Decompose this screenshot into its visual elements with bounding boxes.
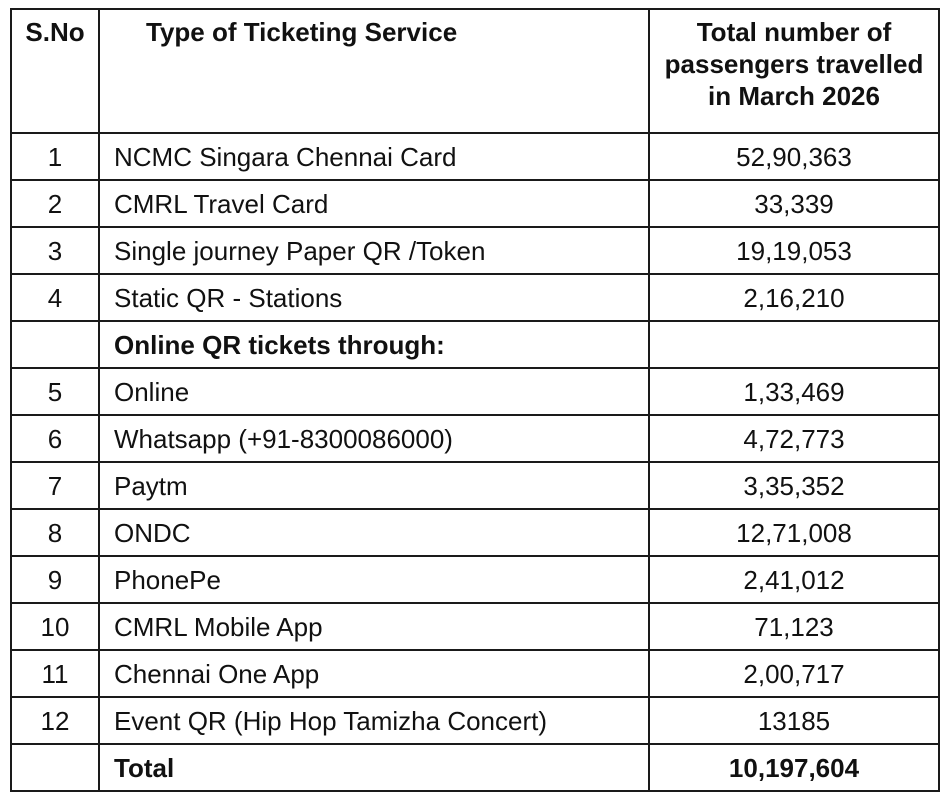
- row-type: Static QR - Stations: [98, 273, 650, 322]
- row-sno: 5: [10, 367, 100, 416]
- table-body: 1 NCMC Singara Chennai Card 52,90,363 2 …: [10, 132, 940, 792]
- table-row: 7 Paytm 3,35,352: [10, 461, 940, 510]
- row-type: NCMC Singara Chennai Card: [98, 132, 650, 181]
- row-sno: 7: [10, 461, 100, 510]
- row-type: ONDC: [98, 508, 650, 557]
- header-total: Total number of passengers travelled in …: [648, 8, 940, 134]
- row-total: 19,19,053: [648, 226, 940, 275]
- ticketing-service-table: S.No Type of Ticketing Service Total num…: [10, 8, 940, 792]
- row-sno: 12: [10, 696, 100, 745]
- section-label: Online QR tickets through:: [98, 320, 650, 369]
- table-row: 10 CMRL Mobile App 71,123: [10, 602, 940, 651]
- row-type: PhonePe: [98, 555, 650, 604]
- header-total-line3: in March 2026: [708, 81, 880, 111]
- row-sno: 10: [10, 602, 100, 651]
- section-header-row: Online QR tickets through:: [10, 320, 940, 369]
- row-total: 71,123: [648, 602, 940, 651]
- row-type: Whatsapp (+91-8300086000): [98, 414, 650, 463]
- row-sno: 8: [10, 508, 100, 557]
- table-row: 3 Single journey Paper QR /Token 19,19,0…: [10, 226, 940, 275]
- row-total: 2,00,717: [648, 649, 940, 698]
- row-type: Chennai One App: [98, 649, 650, 698]
- header-sno: S.No: [10, 8, 100, 134]
- table-row: 6 Whatsapp (+91-8300086000) 4,72,773: [10, 414, 940, 463]
- header-type: Type of Ticketing Service: [98, 8, 650, 134]
- row-sno: [10, 320, 100, 369]
- row-total: 3,35,352: [648, 461, 940, 510]
- row-total: 1,33,469: [648, 367, 940, 416]
- total-row: Total 10,197,604: [10, 743, 940, 792]
- table-row: 4 Static QR - Stations 2,16,210: [10, 273, 940, 322]
- row-sno: 9: [10, 555, 100, 604]
- total-value: 10,197,604: [648, 743, 940, 792]
- table-header: S.No Type of Ticketing Service Total num…: [10, 8, 940, 134]
- row-sno: 1: [10, 132, 100, 181]
- table-row: 11 Chennai One App 2,00,717: [10, 649, 940, 698]
- row-total: 12,71,008: [648, 508, 940, 557]
- total-label: Total: [98, 743, 650, 792]
- row-total: [648, 320, 940, 369]
- row-type: Single journey Paper QR /Token: [98, 226, 650, 275]
- header-row: S.No Type of Ticketing Service Total num…: [10, 8, 940, 134]
- header-total-line1: Total number of: [696, 17, 892, 47]
- row-total: 52,90,363: [648, 132, 940, 181]
- row-type: Event QR (Hip Hop Tamizha Concert): [98, 696, 650, 745]
- row-total: 13185: [648, 696, 940, 745]
- total-sno: [10, 743, 100, 792]
- table-row: 12 Event QR (Hip Hop Tamizha Concert) 13…: [10, 696, 940, 745]
- table-row: 9 PhonePe 2,41,012: [10, 555, 940, 604]
- table-row: 8 ONDC 12,71,008: [10, 508, 940, 557]
- row-total: 2,16,210: [648, 273, 940, 322]
- row-sno: 4: [10, 273, 100, 322]
- row-type: Online: [98, 367, 650, 416]
- row-sno: 6: [10, 414, 100, 463]
- row-total: 4,72,773: [648, 414, 940, 463]
- row-sno: 2: [10, 179, 100, 228]
- row-type: CMRL Travel Card: [98, 179, 650, 228]
- header-total-line2: passengers travelled: [664, 49, 924, 79]
- row-type: Paytm: [98, 461, 650, 510]
- table-row: 1 NCMC Singara Chennai Card 52,90,363: [10, 132, 940, 181]
- table-row: 2 CMRL Travel Card 33,339: [10, 179, 940, 228]
- table-row: 5 Online 1,33,469: [10, 367, 940, 416]
- row-sno: 11: [10, 649, 100, 698]
- row-type: CMRL Mobile App: [98, 602, 650, 651]
- row-total: 33,339: [648, 179, 940, 228]
- row-sno: 3: [10, 226, 100, 275]
- row-total: 2,41,012: [648, 555, 940, 604]
